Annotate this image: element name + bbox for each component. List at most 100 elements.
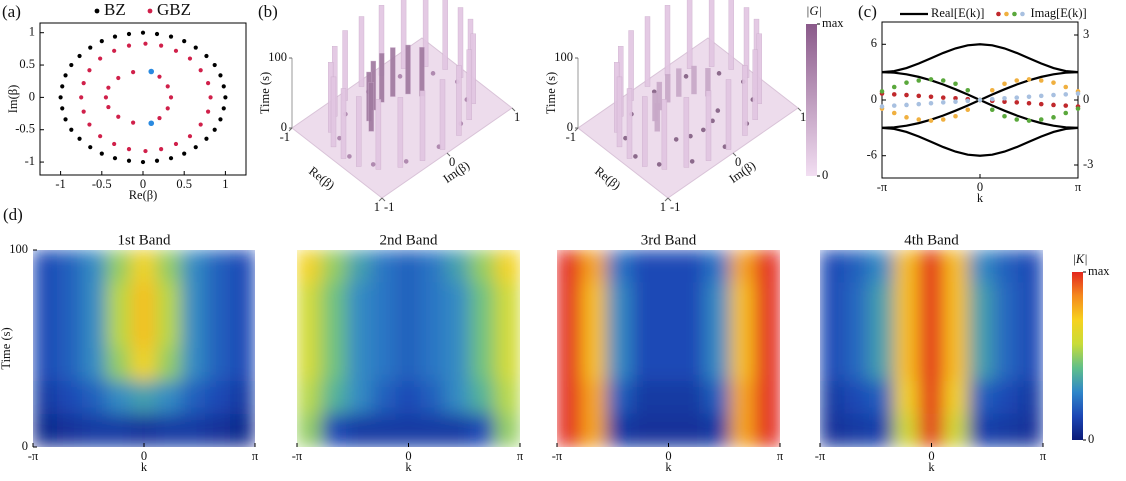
point [880, 104, 885, 109]
bar [642, 97, 647, 167]
cell [705, 282, 731, 316]
cell [57, 348, 83, 382]
point [1027, 94, 1032, 99]
x-tick-label: -1 [55, 177, 65, 191]
cell [894, 381, 920, 415]
bar [665, 74, 670, 102]
point [106, 105, 110, 109]
cell [396, 282, 422, 316]
cell [495, 414, 521, 448]
cell [82, 414, 108, 448]
cell [82, 315, 108, 349]
point [159, 147, 163, 151]
point [141, 31, 145, 35]
point [155, 32, 159, 36]
point [892, 85, 897, 90]
cell [1018, 381, 1044, 415]
cell [82, 250, 108, 284]
cell [445, 315, 471, 349]
point [953, 81, 958, 86]
cell [346, 414, 372, 448]
cell [631, 414, 657, 448]
cell [1018, 315, 1044, 349]
bar [742, 66, 747, 136]
point [98, 134, 102, 138]
cell [205, 348, 231, 382]
cell [557, 250, 583, 284]
cell [581, 348, 607, 382]
floor-dot [690, 159, 695, 164]
point [194, 145, 198, 149]
cell [705, 250, 731, 284]
point [990, 107, 995, 112]
point [904, 93, 909, 98]
y-tick-label: 100 [9, 242, 28, 256]
bar [456, 66, 461, 136]
cell [131, 414, 157, 448]
cell [844, 414, 870, 448]
cell [919, 315, 945, 349]
cell [943, 282, 969, 316]
heatmap [297, 250, 521, 448]
point [194, 45, 198, 49]
point [965, 99, 970, 104]
panel-label: (b) [258, 2, 278, 21]
cell [557, 282, 583, 316]
line [882, 128, 1078, 156]
point [916, 102, 921, 107]
point [213, 63, 217, 67]
cell [396, 348, 422, 382]
cell [968, 315, 994, 349]
point [208, 95, 212, 99]
legend-marker [1020, 12, 1025, 17]
cell [631, 348, 657, 382]
floor-dot [716, 108, 721, 113]
bar [398, 97, 403, 167]
cell [606, 348, 632, 382]
cell [894, 315, 920, 349]
x-axis-label: Re(β) [592, 164, 623, 193]
cell [919, 348, 945, 382]
point [116, 115, 120, 119]
point [87, 68, 91, 72]
x-tick-label: π [517, 449, 524, 463]
cell [107, 381, 133, 415]
cell [420, 348, 446, 382]
bar [467, 50, 472, 120]
floor-dot [633, 154, 638, 159]
point [59, 95, 63, 99]
cell [420, 381, 446, 415]
point [204, 54, 208, 58]
bar [665, 5, 670, 75]
point [1063, 103, 1068, 108]
point [916, 78, 921, 83]
cell [820, 414, 846, 448]
x-tick-label: -π [292, 449, 303, 463]
point [990, 97, 995, 102]
colorbar-tick-label: 0 [822, 168, 828, 182]
y-tick-label: 0 [29, 89, 35, 103]
cell [131, 348, 157, 382]
cell [205, 315, 231, 349]
cell [131, 250, 157, 284]
cell [396, 381, 422, 415]
x-tick-label: -1 [280, 130, 290, 144]
cell [943, 250, 969, 284]
floor-dot [398, 74, 403, 79]
cell [631, 381, 657, 415]
point [1002, 114, 1007, 119]
bar [692, 66, 697, 94]
bar [419, 47, 424, 96]
cell [57, 282, 83, 316]
x-tick-label: -π [28, 449, 39, 463]
bar [709, 0, 714, 67]
cell [919, 282, 945, 316]
point [1039, 78, 1044, 83]
cell [656, 348, 682, 382]
point [113, 34, 117, 38]
point [929, 118, 934, 123]
bar [676, 69, 681, 97]
point [148, 120, 154, 126]
heatmap [820, 250, 1044, 448]
x-tick-label: π [1075, 180, 1082, 194]
